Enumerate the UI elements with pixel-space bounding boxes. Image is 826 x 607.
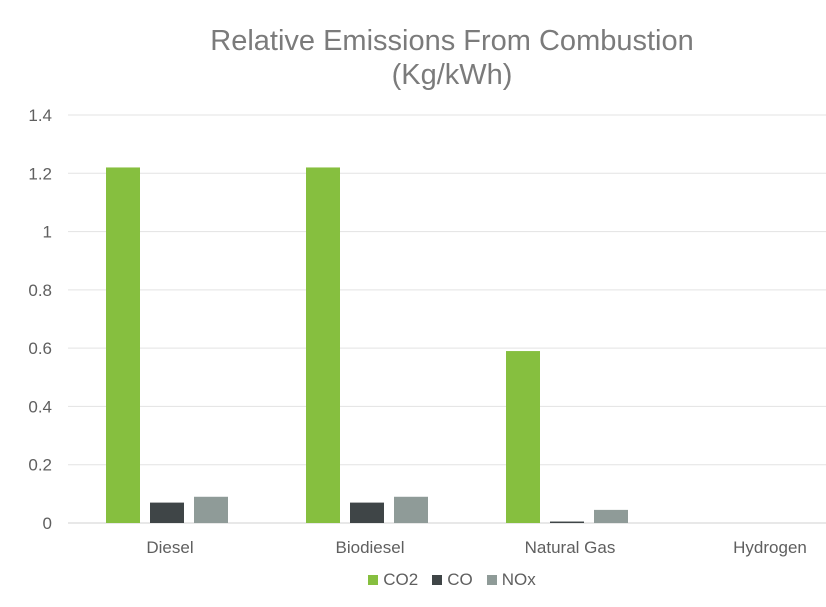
legend: CO2 CO NOx <box>0 570 826 590</box>
x-category-label: Hydrogen <box>733 538 807 557</box>
y-tick-label: 1 <box>43 223 52 242</box>
legend-item: CO2 <box>368 570 418 590</box>
bar-co-biodiesel <box>350 502 384 523</box>
x-category-label: Biodiesel <box>336 538 405 557</box>
chart-title: Relative Emissions From Combustion (Kg/k… <box>0 24 826 92</box>
bar-co2-diesel <box>106 167 140 523</box>
bar-nox-diesel <box>194 496 228 523</box>
y-tick-label: 0.2 <box>28 456 52 475</box>
y-tick-label: 0.6 <box>28 339 52 358</box>
y-tick-label: 1.2 <box>28 164 52 183</box>
bar-nox-biodiesel <box>394 496 428 523</box>
bar-co2-biodiesel <box>306 167 340 523</box>
x-category-label: Natural Gas <box>525 538 616 557</box>
legend-item: CO <box>432 570 473 590</box>
bars <box>106 167 628 523</box>
bar-co-diesel <box>150 502 184 523</box>
legend-label: CO2 <box>383 570 419 589</box>
legend-item: NOx <box>486 570 536 590</box>
y-tick-label: 0 <box>43 514 52 533</box>
legend-swatch <box>486 575 497 585</box>
y-tick-label: 0.4 <box>28 397 52 416</box>
legend-swatch <box>368 575 379 585</box>
chart-title-line-1: Relative Emissions From Combustion <box>210 25 694 57</box>
x-category-label: Diesel <box>146 538 193 557</box>
legend-label: NOx <box>501 570 536 589</box>
y-tick-label: 1.4 <box>28 106 52 125</box>
bar-co-natural-gas <box>550 521 584 523</box>
bar-co2-natural-gas <box>506 351 540 523</box>
legend-swatch <box>432 575 443 585</box>
bar-nox-natural-gas <box>594 509 628 523</box>
gridlines <box>68 114 826 524</box>
legend-label: CO <box>447 570 473 589</box>
x-axis-labels: Diesel Biodiesel Natural Gas Hydrogen <box>146 538 806 557</box>
chart-title-line-2: (Kg/kWh) <box>391 59 513 91</box>
y-axis-ticks: 0 0.2 0.4 0.6 0.8 1 1.2 1.4 <box>28 106 52 533</box>
y-tick-label: 0.8 <box>28 281 52 300</box>
